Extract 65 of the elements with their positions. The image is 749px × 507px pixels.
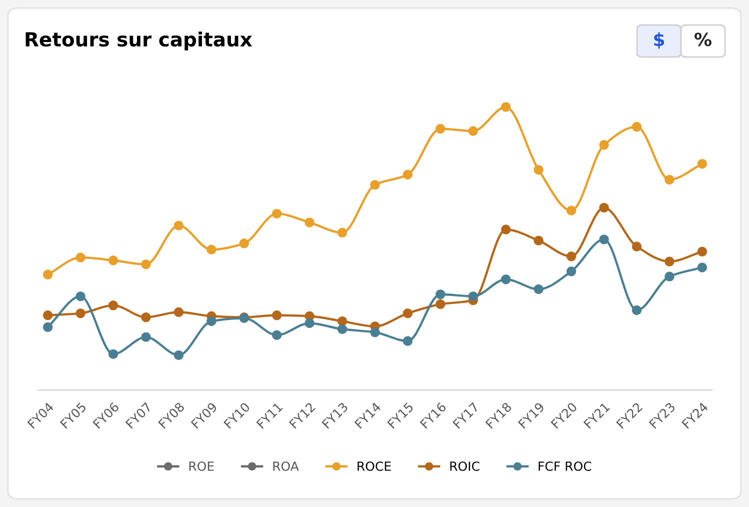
point [436,124,446,134]
point [42,270,53,280]
point [174,350,184,360]
point [566,206,576,216]
legend-label: ROA [273,461,299,471]
legend-label: ROE [189,461,214,471]
point [42,310,53,320]
point [206,316,216,326]
legend-label: ROCE [358,461,391,471]
point [501,274,511,284]
point [141,312,151,322]
point [697,262,708,272]
point [468,291,478,302]
point [664,256,674,266]
point [632,242,642,252]
point [337,316,348,326]
point [108,349,118,359]
point [599,140,609,150]
chart-title: Retours sur capitaux [26,32,252,50]
point [272,330,282,340]
point [599,234,609,244]
point [402,170,413,180]
point [42,322,53,332]
point [76,252,86,262]
point [664,272,674,282]
point [239,238,249,248]
point [402,308,413,318]
text: % [694,32,712,46]
point [566,266,576,276]
point [632,305,642,316]
point [370,180,380,190]
point [174,307,184,318]
point [534,236,544,246]
point [206,244,216,254]
point [272,310,282,320]
point [501,224,511,234]
point [436,299,446,310]
point [402,336,413,346]
point [534,284,544,294]
point [304,318,314,328]
point [632,122,642,132]
legend-label: ROIC [450,461,480,471]
point [436,289,446,300]
point [534,164,544,175]
point [108,300,118,310]
text: $ [654,32,664,49]
point [566,252,576,262]
point [501,102,511,112]
point [468,126,478,136]
point [599,202,609,213]
point [697,159,708,169]
point [174,220,184,230]
point [76,308,86,318]
point [76,291,86,302]
point [337,324,348,334]
point [370,327,380,338]
point [697,246,708,256]
point [664,174,674,185]
point [272,208,282,219]
point [141,259,151,270]
point [141,332,151,342]
point [337,228,348,238]
point [304,218,314,228]
legend-label: FCF ROC [538,461,592,471]
point [108,256,118,266]
